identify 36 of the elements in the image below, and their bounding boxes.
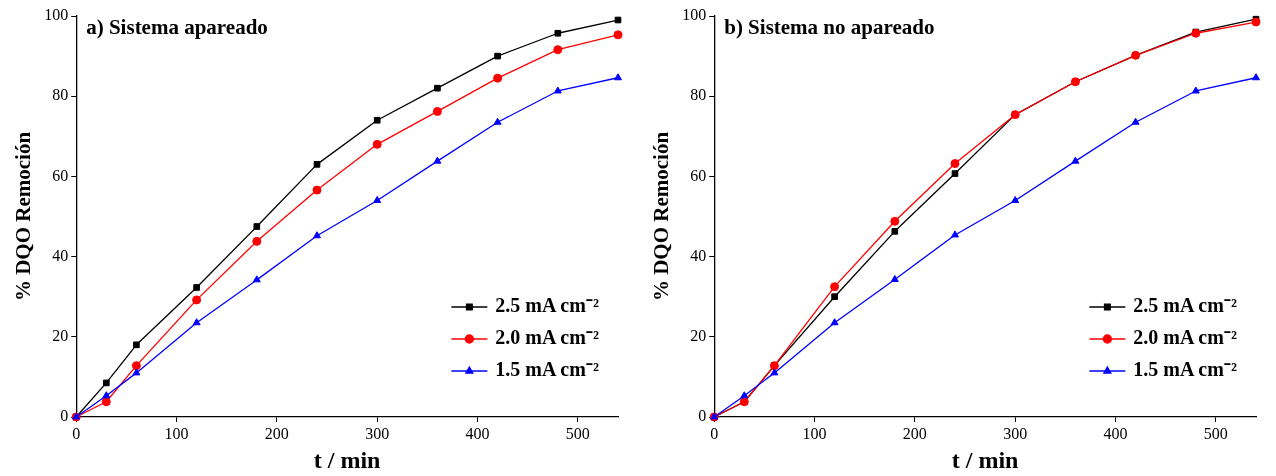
y-tick-label: 0 xyxy=(60,407,69,425)
y-tick-label: 20 xyxy=(690,327,707,344)
legend-label: 2.0 mA cm⁻² xyxy=(1133,326,1237,349)
x-tick-label: 400 xyxy=(1103,424,1128,442)
x-tick-label: 0 xyxy=(710,424,719,442)
chart-title: a) Sistema apareado xyxy=(86,14,268,39)
x-axis-title: t / min xyxy=(313,446,381,473)
x-tick-label: 100 xyxy=(164,424,189,442)
legend-label: 2.5 mA cm⁻² xyxy=(495,294,599,317)
y-axis-title: % DQO Remoción xyxy=(649,131,674,302)
y-tick-label: 40 xyxy=(690,246,707,264)
legend-label: 2.5 mA cm⁻² xyxy=(1133,294,1237,317)
x-tick-label: 400 xyxy=(465,424,490,442)
y-tick-label: 100 xyxy=(44,6,69,24)
y-tick-label: 80 xyxy=(690,86,707,104)
y-tick-label: 0 xyxy=(698,407,707,425)
x-tick-label: 200 xyxy=(264,424,289,442)
x-tick-label: 100 xyxy=(802,424,827,442)
x-tick-label: 300 xyxy=(365,424,390,442)
y-tick-label: 20 xyxy=(52,327,69,344)
y-axis-title: % DQO Remoción xyxy=(11,131,36,302)
x-tick-label: 500 xyxy=(1203,424,1228,442)
y-tick-label: 60 xyxy=(52,166,69,184)
chart-title: b) Sistema no apareado xyxy=(724,14,935,39)
x-tick-label: 300 xyxy=(1003,424,1028,442)
legend-label: 2.0 mA cm⁻² xyxy=(495,326,599,349)
y-tick-label: 60 xyxy=(690,166,707,184)
y-tick-label: 100 xyxy=(682,6,707,24)
x-tick-label: 500 xyxy=(565,424,590,442)
x-tick-label: 0 xyxy=(72,424,81,442)
x-axis-title: t / min xyxy=(951,446,1019,473)
y-tick-label: 80 xyxy=(52,86,69,104)
legend-label: 1.5 mA cm⁻² xyxy=(495,358,599,381)
y-tick-label: 40 xyxy=(52,246,69,264)
legend-label: 1.5 mA cm⁻² xyxy=(1133,358,1237,381)
x-tick-label: 200 xyxy=(902,424,927,442)
